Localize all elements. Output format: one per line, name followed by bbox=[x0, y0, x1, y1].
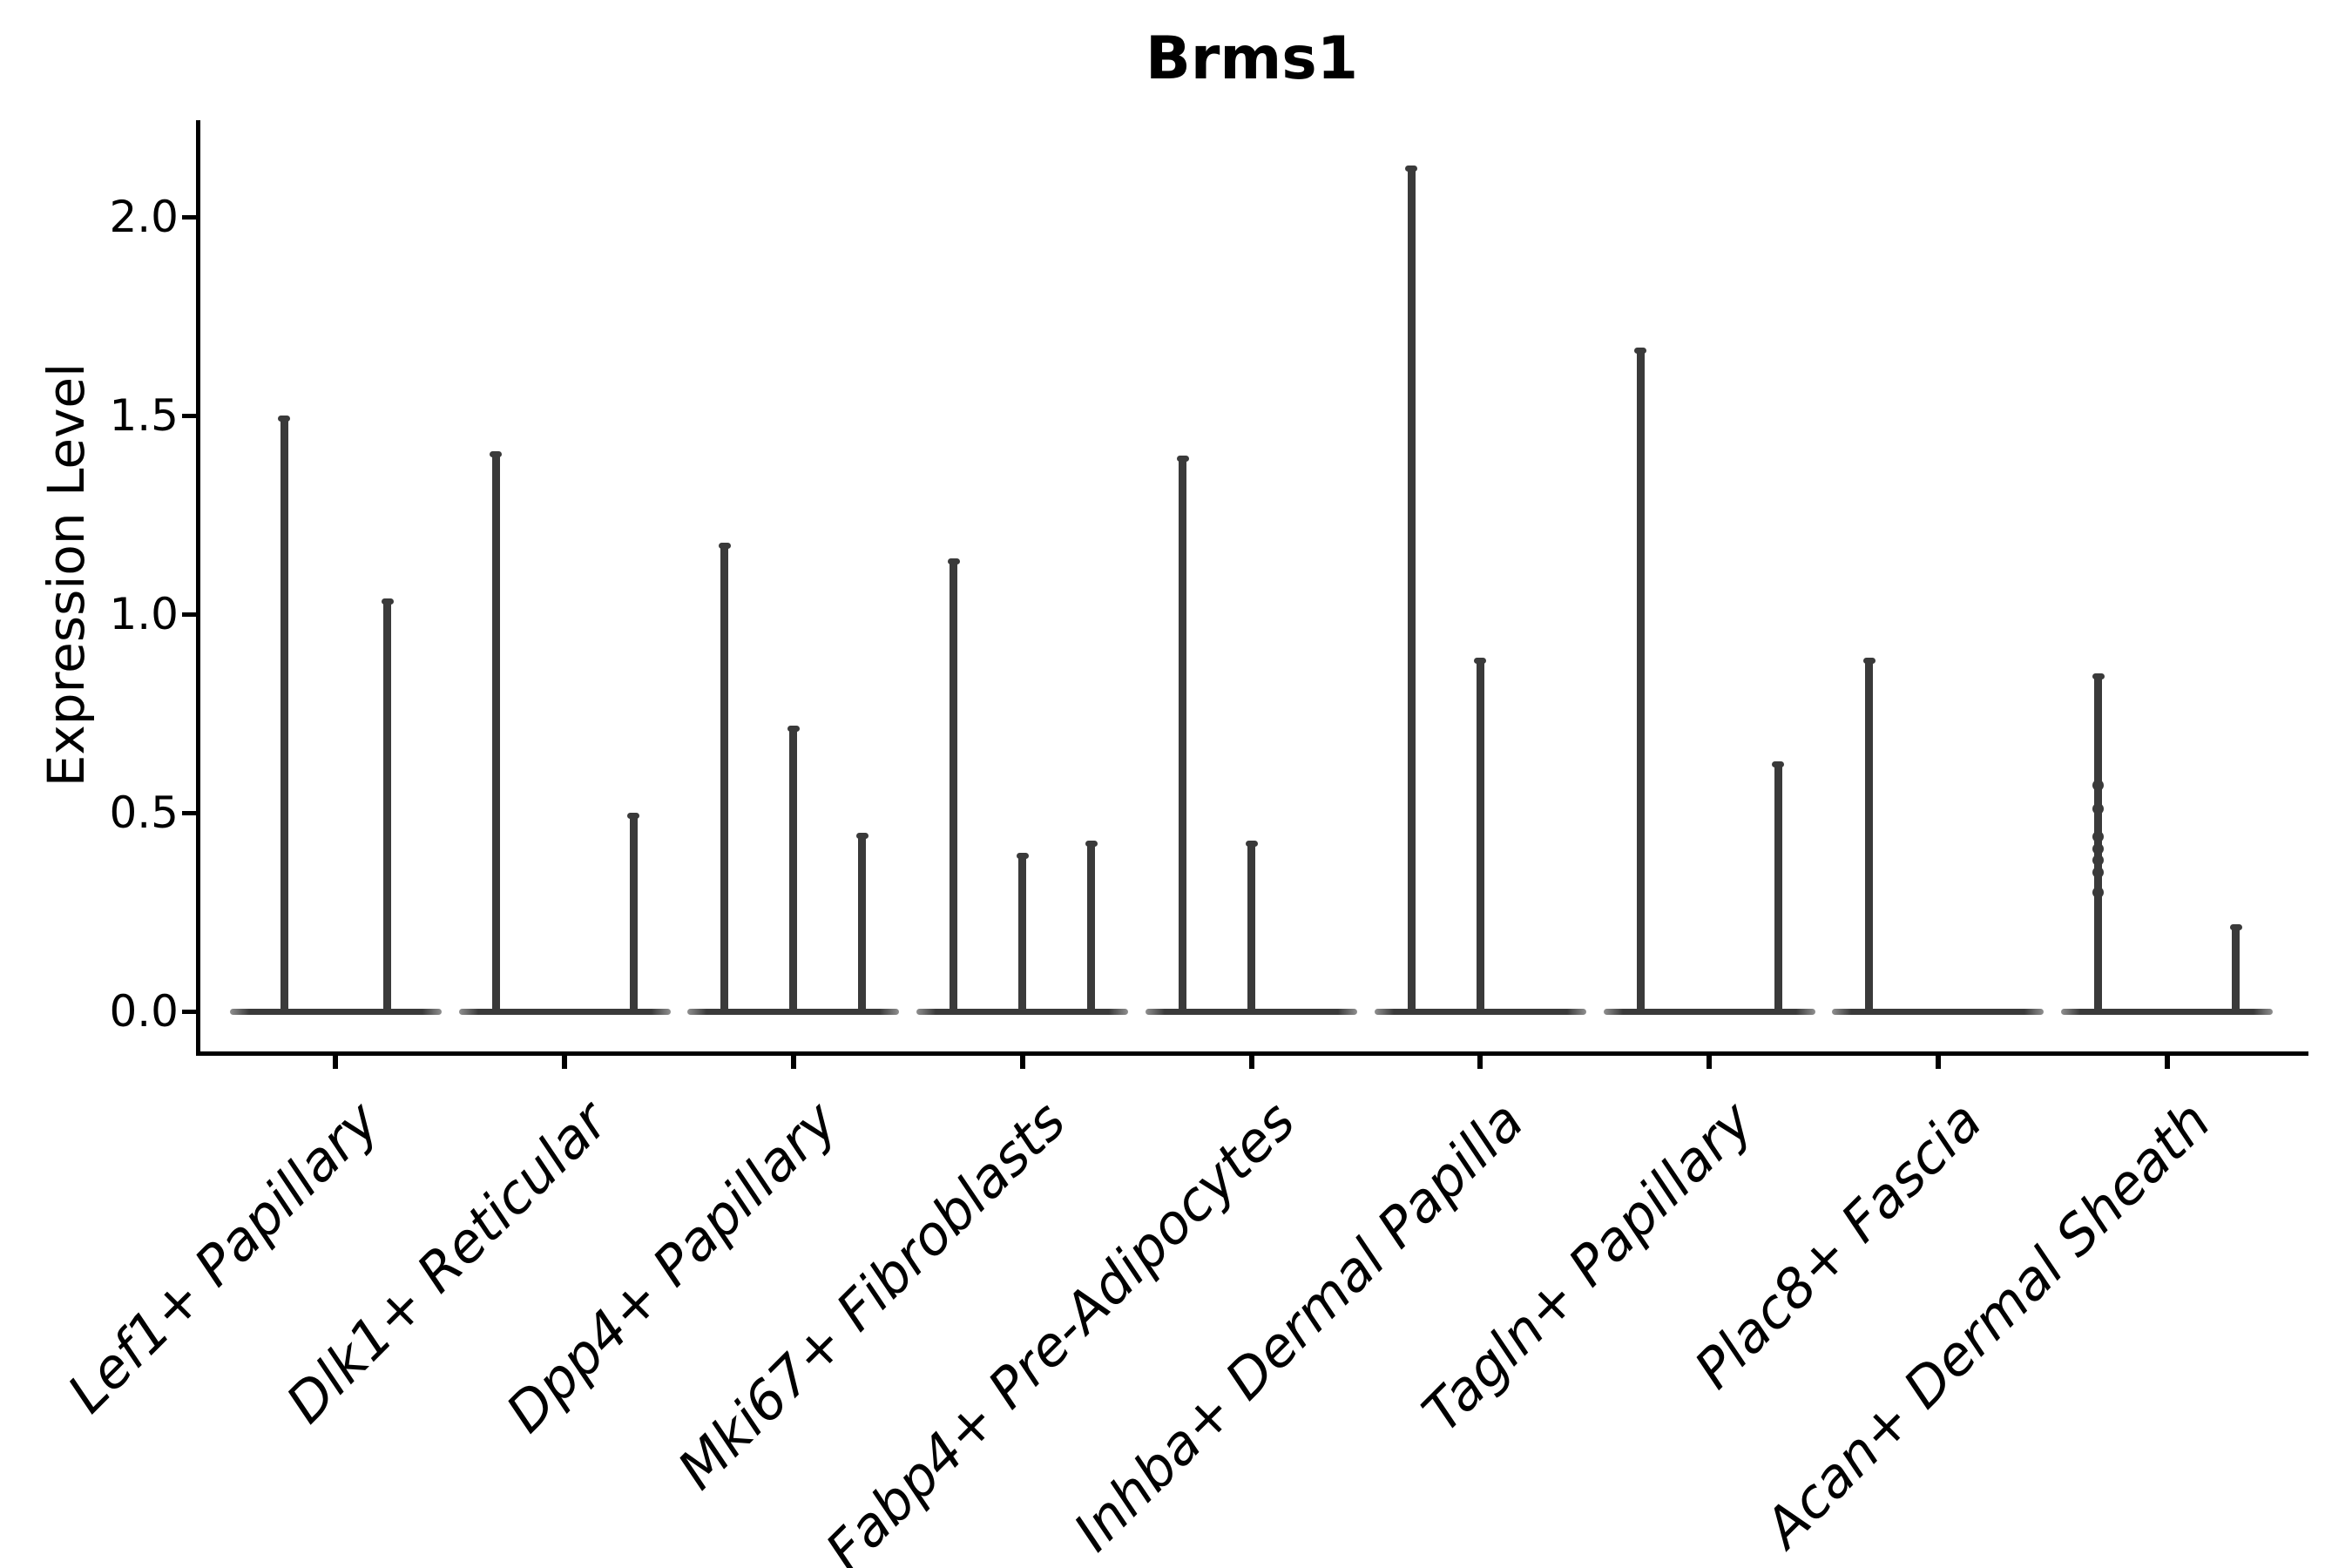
x-tick-mark bbox=[2164, 1056, 2170, 1069]
violin-spike bbox=[1774, 760, 1782, 1011]
x-tick-mark bbox=[1019, 1056, 1025, 1069]
y-tick-label: 0.0 bbox=[109, 986, 179, 1037]
violin-spike bbox=[1476, 658, 1484, 1011]
violin-base-band bbox=[1603, 1008, 1815, 1015]
violin-base-band bbox=[1832, 1008, 2044, 1015]
violin-base-band bbox=[2061, 1008, 2274, 1015]
violin-spike bbox=[858, 832, 867, 1011]
x-axis-category-label: Acan+ Dermal Sheath bbox=[1752, 1089, 2223, 1560]
y-tick-mark bbox=[182, 810, 198, 815]
violin-base-band bbox=[458, 1008, 671, 1015]
violin-spike bbox=[629, 813, 638, 1011]
expression-dot bbox=[2092, 855, 2105, 867]
x-tick-mark bbox=[1935, 1056, 1941, 1069]
x-tick-mark bbox=[1477, 1056, 1484, 1069]
violin-spike bbox=[1247, 840, 1255, 1011]
y-tick-label: 1.5 bbox=[109, 390, 179, 441]
expression-dot bbox=[2092, 886, 2105, 898]
x-axis-category-label: Mki67+ Fibroblasts bbox=[666, 1089, 1078, 1502]
violin-spike bbox=[1636, 348, 1645, 1011]
plot-title: Brms1 bbox=[1145, 24, 1359, 93]
y-axis-label: Expression Level bbox=[37, 362, 96, 787]
y-tick-mark bbox=[182, 1009, 198, 1014]
violin-spike bbox=[950, 558, 958, 1011]
y-tick-mark bbox=[182, 214, 198, 220]
x-axis-spine bbox=[196, 1051, 2308, 1056]
y-tick-mark bbox=[182, 612, 198, 617]
violin-base-band bbox=[916, 1008, 1129, 1015]
expression-dot bbox=[2092, 830, 2105, 842]
y-tick-label: 0.5 bbox=[109, 787, 179, 838]
y-axis-spine bbox=[196, 120, 200, 1056]
violin-base-band bbox=[229, 1008, 442, 1015]
expression-dot bbox=[2092, 779, 2105, 791]
expression-dot bbox=[2092, 842, 2105, 855]
violin-spike bbox=[383, 598, 392, 1011]
violin-spike bbox=[1018, 852, 1027, 1011]
x-tick-mark bbox=[790, 1056, 796, 1069]
violin-spike bbox=[2094, 673, 2103, 1011]
y-tick-label: 1.0 bbox=[109, 589, 179, 639]
violin-spike bbox=[720, 542, 729, 1011]
x-tick-mark bbox=[1707, 1056, 1713, 1069]
x-tick-mark bbox=[1248, 1056, 1254, 1069]
x-tick-mark bbox=[333, 1056, 339, 1069]
violin-base-band bbox=[687, 1008, 900, 1015]
x-axis-category-label: Inhba+ Dermal Papilla bbox=[1061, 1089, 1537, 1564]
violin-spike bbox=[1179, 455, 1186, 1011]
violin-spike bbox=[491, 451, 500, 1011]
violin-spike bbox=[280, 416, 288, 1011]
violin-base-band bbox=[1374, 1008, 1586, 1015]
violin-base-band bbox=[1146, 1008, 1357, 1015]
violin-spike bbox=[1087, 840, 1096, 1011]
violin-spike bbox=[1407, 165, 1416, 1011]
violin-spike bbox=[1865, 658, 1874, 1011]
expression-dot bbox=[2092, 866, 2105, 878]
x-axis-category-label: Fabp4+ Pre-Adipocytes bbox=[813, 1089, 1308, 1568]
violin-spike bbox=[789, 725, 798, 1011]
y-tick-label: 2.0 bbox=[109, 192, 179, 242]
violin-spike bbox=[2232, 923, 2240, 1011]
y-tick-mark bbox=[182, 413, 198, 418]
x-tick-mark bbox=[562, 1056, 568, 1069]
expression-dot bbox=[2092, 802, 2105, 814]
